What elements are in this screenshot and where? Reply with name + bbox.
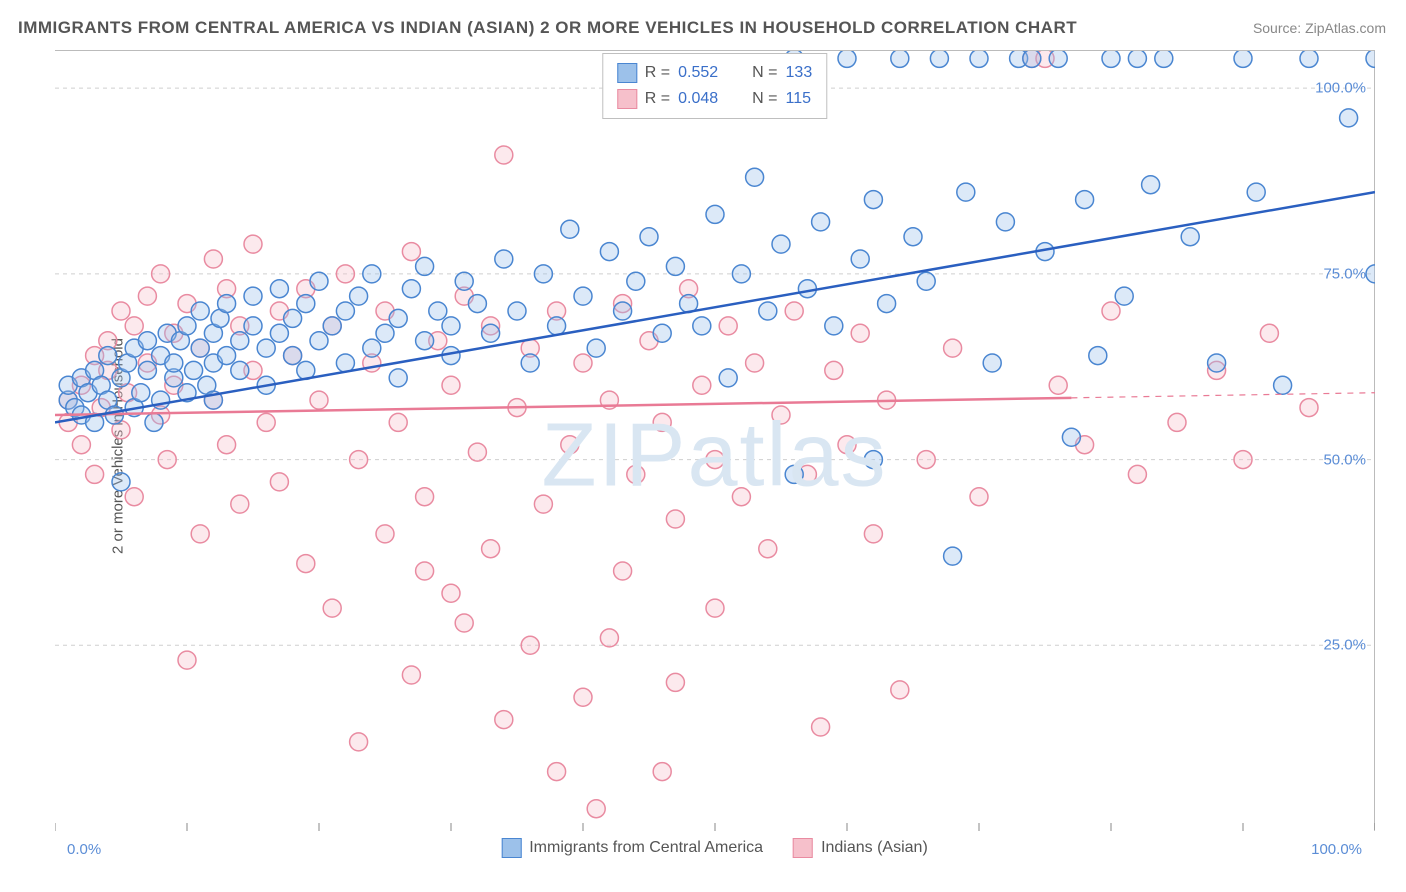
source-label: Source: ZipAtlas.com — [1253, 20, 1386, 36]
legend-label-pink: Indians (Asian) — [821, 839, 928, 857]
plot-area: ZIPatlas R = 0.552 N = 133 R = 0.048 N =… — [55, 50, 1375, 830]
chart-title: IMMIGRANTS FROM CENTRAL AMERICA VS INDIA… — [18, 18, 1077, 38]
series-legend: Immigrants from Central America Indians … — [501, 838, 928, 858]
r-value-blue: 0.552 — [678, 64, 718, 82]
y-tick-label: 25.0% — [1323, 637, 1366, 654]
x-max-label: 100.0% — [1311, 841, 1362, 858]
n-value-pink: 115 — [786, 90, 812, 108]
swatch-pink-icon — [793, 838, 813, 858]
stats-legend: R = 0.552 N = 133 R = 0.048 N = 115 — [602, 53, 827, 119]
legend-item-pink: Indians (Asian) — [793, 838, 928, 858]
y-tick-label: 50.0% — [1323, 451, 1366, 468]
x-min-label: 0.0% — [67, 841, 101, 858]
n-value-blue: 133 — [786, 64, 813, 82]
chart-container: IMMIGRANTS FROM CENTRAL AMERICA VS INDIA… — [0, 0, 1406, 892]
r-value-pink: 0.048 — [678, 90, 718, 108]
y-tick-label: 75.0% — [1323, 265, 1366, 282]
n-label: N = — [752, 90, 777, 108]
legend-item-blue: Immigrants from Central America — [501, 838, 763, 858]
r-label: R = — [645, 90, 670, 108]
r-label: R = — [645, 64, 670, 82]
stats-row-pink: R = 0.048 N = 115 — [617, 86, 812, 112]
scatter-svg — [55, 51, 1375, 831]
swatch-blue-icon — [617, 63, 637, 83]
swatch-blue-icon — [501, 838, 521, 858]
stats-row-blue: R = 0.552 N = 133 — [617, 60, 812, 86]
swatch-pink-icon — [617, 89, 637, 109]
y-tick-label: 100.0% — [1315, 80, 1366, 97]
n-label: N = — [752, 64, 777, 82]
legend-label-blue: Immigrants from Central America — [529, 839, 763, 857]
